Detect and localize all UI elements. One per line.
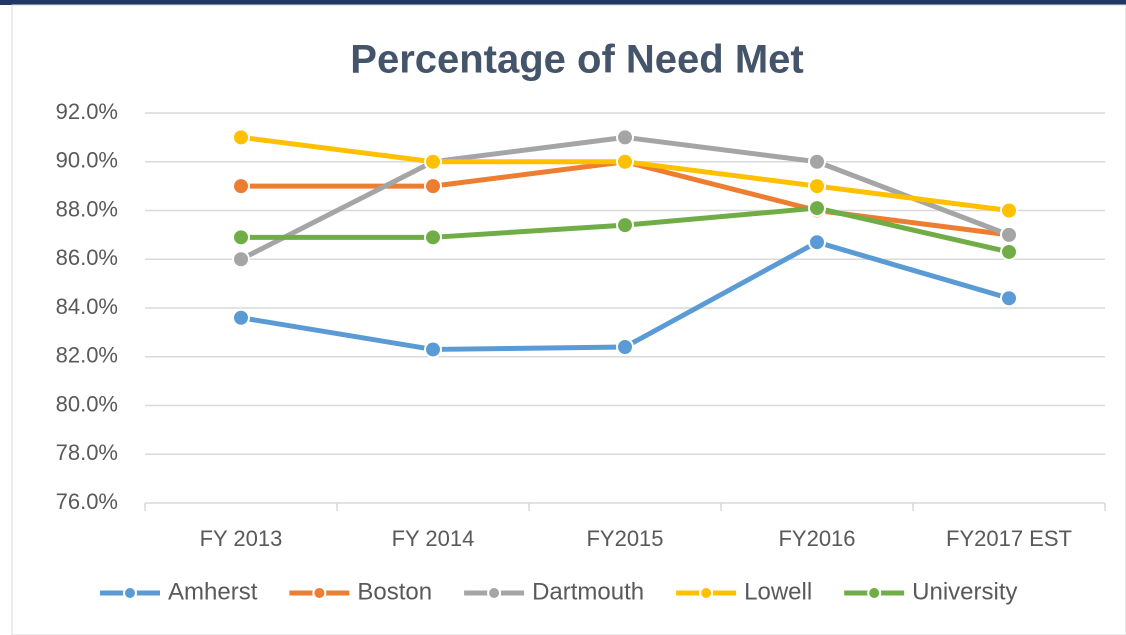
chart-title: Percentage of Need Met [350, 38, 803, 82]
legend-marker [487, 586, 502, 600]
x-tick-label: FY 2013 [200, 526, 283, 551]
data-point [808, 152, 826, 171]
data-point [424, 228, 442, 247]
y-tick-label: 90.0% [56, 148, 118, 173]
legend-marker [123, 586, 137, 600]
data-point [616, 152, 634, 171]
data-point [1000, 242, 1018, 261]
legend-marker [312, 586, 327, 600]
x-tick-label: FY2015 [586, 526, 663, 551]
y-tick-label: 92.0% [56, 99, 118, 124]
data-point [424, 152, 442, 171]
y-tick-label: 80.0% [56, 391, 118, 416]
x-tick-label: FY 2014 [392, 526, 475, 551]
y-tick-label: 76.0% [56, 489, 118, 514]
data-point [808, 199, 826, 218]
data-point [1000, 289, 1018, 308]
legend-label: Dartmouth [532, 578, 644, 605]
legend-label: Amherst [168, 578, 258, 605]
data-point [232, 228, 250, 247]
legend-marker [867, 586, 882, 600]
y-tick-label: 78.0% [56, 440, 118, 465]
y-tick-label: 88.0% [56, 196, 118, 221]
data-point [232, 308, 250, 327]
chart-frame [11, 4, 1126, 635]
x-tick-label: FY2017 EST [946, 526, 1072, 551]
data-point [616, 338, 634, 356]
data-point [808, 177, 826, 196]
data-point [616, 216, 634, 235]
top-bar [0, 0, 1126, 5]
legend-marker [699, 586, 714, 600]
legend-label: Boston [357, 578, 432, 605]
data-point [616, 128, 634, 147]
data-point [232, 177, 250, 196]
legend-label: Lowell [744, 578, 812, 605]
y-tick-label: 84.0% [56, 294, 118, 319]
data-point [424, 177, 442, 196]
data-point [232, 128, 250, 147]
data-point [232, 250, 250, 269]
y-tick-label: 82.0% [56, 343, 118, 368]
data-point [1000, 225, 1018, 244]
y-tick-label: 86.0% [56, 245, 118, 270]
data-point [1000, 201, 1018, 220]
data-point [808, 233, 826, 252]
data-point [424, 340, 442, 359]
x-tick-label: FY2016 [778, 526, 855, 551]
legend-label: University [912, 578, 1017, 605]
